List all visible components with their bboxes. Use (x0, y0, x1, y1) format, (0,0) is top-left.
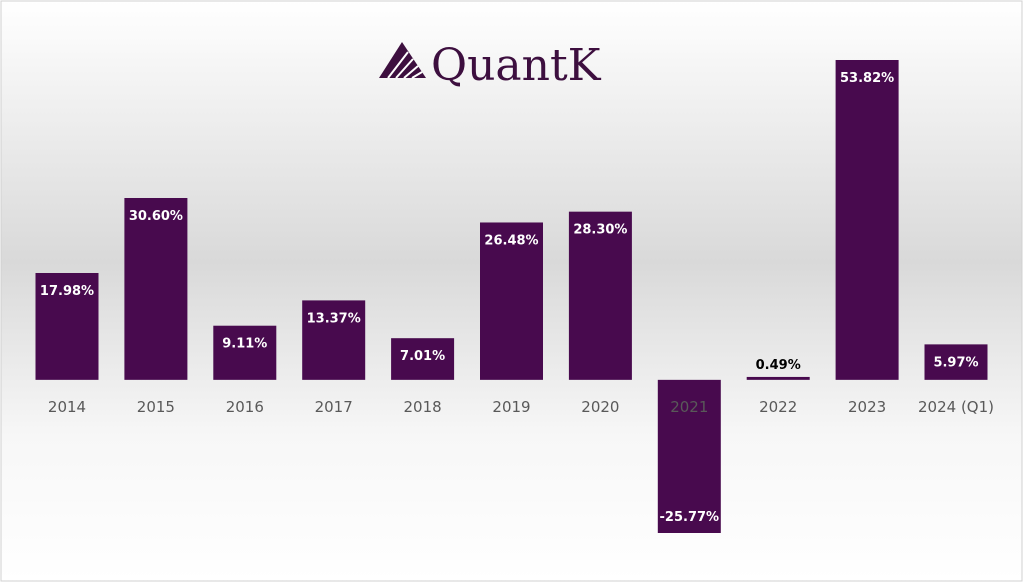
x-tick-label: 2018 (404, 398, 442, 416)
bar (568, 211, 632, 380)
value-label: 26.48% (484, 233, 538, 248)
value-label: -25.77% (660, 510, 720, 525)
value-label: 7.01% (400, 349, 445, 364)
x-tick-label: 2024 (Q1) (918, 398, 994, 416)
bar (746, 376, 810, 380)
x-tick-label: 2014 (48, 398, 86, 416)
bar (213, 325, 277, 380)
value-label: 17.98% (40, 284, 94, 299)
x-tick-label: 2021 (670, 398, 708, 416)
bar (302, 300, 366, 380)
bar (124, 197, 188, 380)
x-tick-label: 2016 (226, 398, 264, 416)
bar (924, 344, 988, 380)
value-label: 9.11% (222, 337, 267, 352)
x-tick-label: 2023 (848, 398, 886, 416)
x-tick-label: 2015 (137, 398, 175, 416)
x-tick-label: 2019 (492, 398, 530, 416)
value-label: 5.97% (933, 355, 978, 370)
x-tick-label: 2020 (581, 398, 619, 416)
chart-title: QuantK (431, 40, 602, 91)
value-label: 30.60% (129, 209, 183, 224)
bar (480, 222, 543, 380)
value-label: 53.82% (840, 71, 894, 86)
logo-icon (379, 42, 426, 79)
bar (835, 60, 899, 380)
bar (391, 338, 455, 380)
value-label: 13.37% (307, 311, 361, 326)
bar (657, 379, 721, 533)
x-tick-label: 2017 (315, 398, 353, 416)
value-label: 28.30% (573, 223, 627, 238)
x-tick-label: 2022 (759, 398, 797, 416)
value-label: 0.49% (756, 358, 801, 373)
bar (35, 272, 99, 380)
